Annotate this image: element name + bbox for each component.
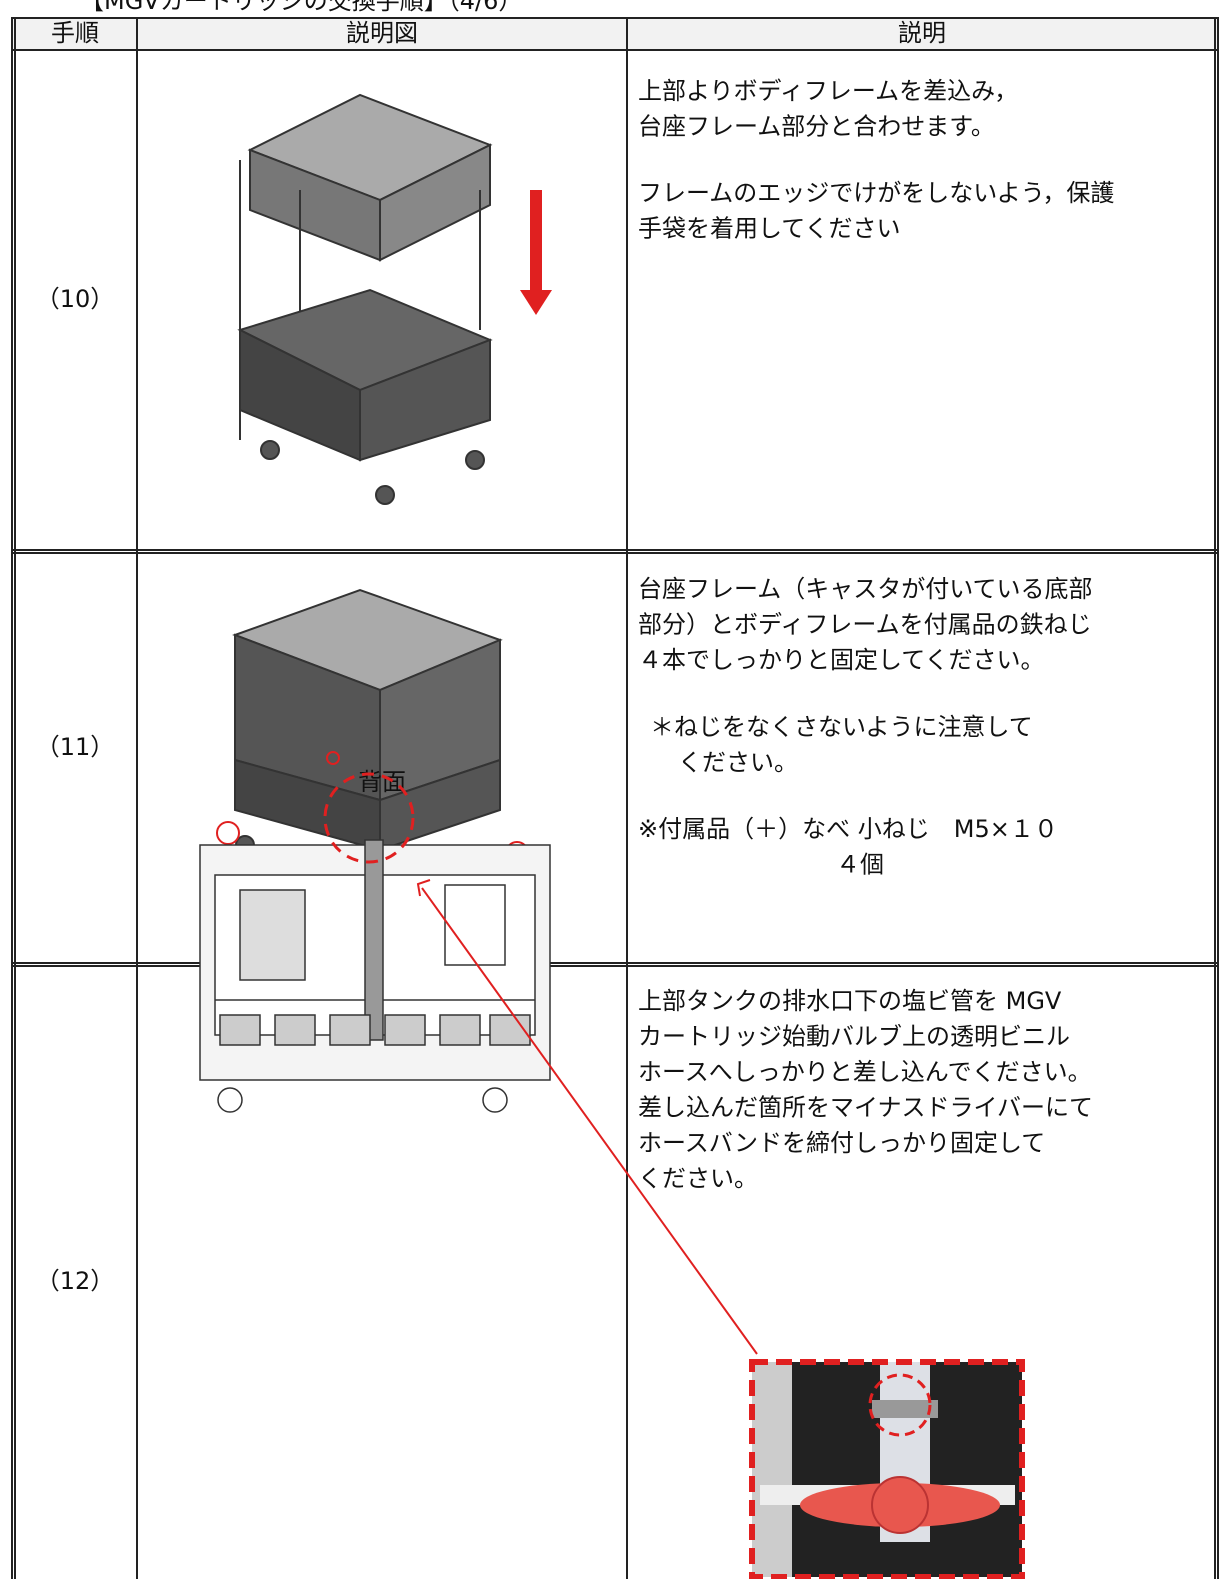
red-arrow — [520, 190, 552, 315]
description-line: ください。 — [678, 749, 798, 777]
column-header: 説明図 — [346, 19, 418, 47]
illustration-frame-insert — [237, 93, 493, 505]
description-line: 上部よりボディフレームを差込み， — [638, 77, 1018, 105]
illustration-rear — [199, 839, 551, 1113]
description-line: ホースバンドを締付しっかり固定して — [638, 1129, 1045, 1157]
step-label: （10） — [36, 285, 115, 313]
step-label: （12） — [36, 1267, 115, 1295]
page-title: 【MGVカートリッジの交換手順】（4/6） — [80, 0, 522, 15]
description-line: ※付属品（＋）なべ 小ねじ M5×１０ — [638, 815, 1058, 843]
description-line: フレームのエッジでけがをしないよう，保護 — [638, 179, 1114, 207]
description-line: ホースへしっかりと差し込んでください。 — [638, 1058, 1092, 1086]
description-line: ください。 — [638, 1165, 758, 1193]
figure-label: 背面 — [358, 768, 406, 796]
header-row — [12, 18, 1218, 50]
pointer-arrow — [416, 879, 758, 1355]
table-grid — [11, 17, 1219, 1579]
description-line: 部分）とボディフレームを付属品の鉄ねじ — [638, 611, 1092, 639]
description-line: 台座フレーム部分と合わせます。 — [638, 113, 995, 141]
column-header: 説明 — [898, 19, 946, 47]
description-line: 手袋を着用してください — [638, 215, 901, 243]
description-line: 差し込んだ箇所をマイナスドライバーにて — [638, 1094, 1093, 1122]
description-line: カートリッジ始動バルブ上の透明ビニル — [638, 1023, 1070, 1051]
description-line: ４個 — [836, 851, 884, 879]
column-header: 手順 — [51, 19, 99, 47]
description-line: ４本でしっかりと固定してください。 — [638, 646, 1045, 674]
description-line: 上部タンクの排水口下の塩ビ管を MGV — [638, 987, 1062, 1015]
highlight-circle — [323, 772, 415, 864]
illustration-frame-fixed — [232, 588, 510, 920]
description-line: 台座フレーム（キャスタが付いている底部 — [638, 575, 1093, 603]
step-label: （11） — [36, 733, 115, 761]
photo — [749, 1359, 1025, 1579]
description-line: ＊ねじをなくさないように注意して — [650, 713, 1033, 741]
